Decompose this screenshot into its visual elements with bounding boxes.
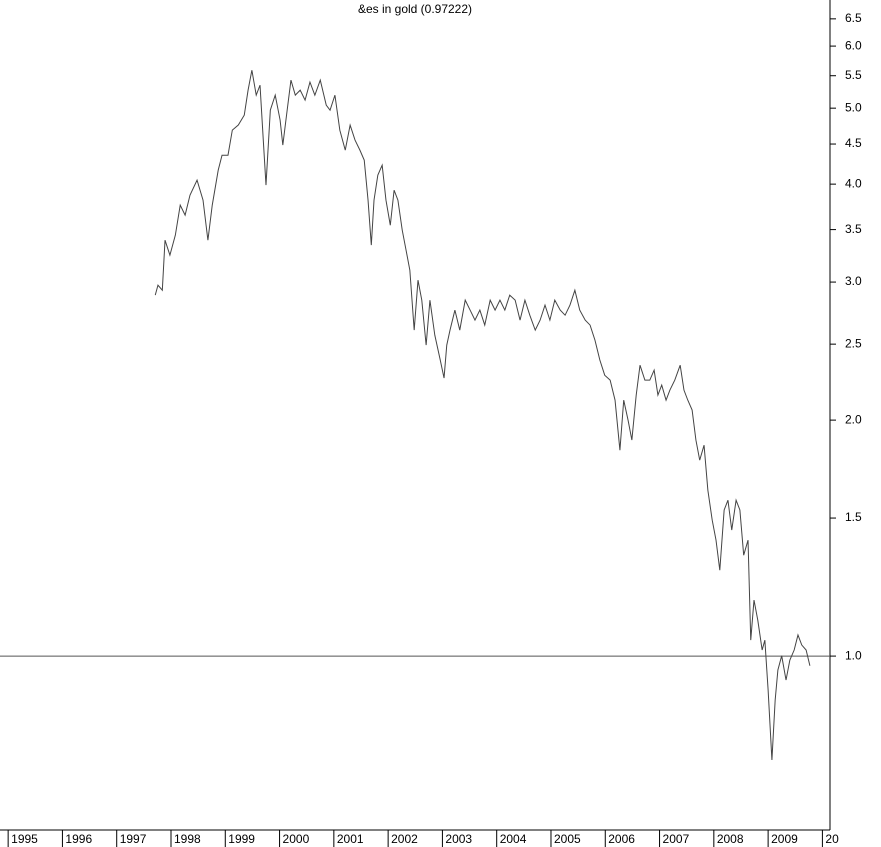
x-tick-label: 2001 [337, 832, 364, 846]
x-tick-label: 2009 [771, 832, 798, 846]
y-tick-label: 4.0 [845, 176, 862, 190]
x-tick-label: 2008 [717, 832, 744, 846]
y-tick-label: 3.0 [845, 274, 862, 288]
y-tick-label: 1.0 [845, 648, 862, 662]
x-tick-label: 1998 [174, 832, 201, 846]
chart-title: &es in gold (0.97222) [358, 2, 472, 16]
data-line [154, 70, 811, 761]
y-tick-label: 2.0 [845, 412, 862, 426]
y-tick-label: 2.5 [845, 336, 862, 350]
y-tick-label: 6.5 [845, 11, 862, 25]
x-tick-label: 1995 [11, 832, 38, 846]
y-tick-label: 6.0 [845, 38, 862, 52]
x-tick-label: 1996 [65, 832, 92, 846]
x-tick-label: 1997 [120, 832, 147, 846]
y-tick-label: 3.5 [845, 222, 862, 236]
x-tick-label: 2007 [663, 832, 690, 846]
x-tick-label: 2000 [283, 832, 310, 846]
x-tick-label: 20 [825, 832, 839, 846]
y-tick-label: 5.5 [845, 68, 862, 82]
x-tick-label: 2002 [391, 832, 418, 846]
y-tick-label: 1.5 [845, 510, 862, 524]
x-tick-label: 1999 [228, 832, 255, 846]
x-tick-label: 2005 [554, 832, 581, 846]
x-tick-label: 2006 [608, 832, 635, 846]
x-tick-label: 2004 [500, 832, 527, 846]
y-tick-label: 5.0 [845, 100, 862, 114]
y-tick-label: 4.5 [845, 136, 862, 150]
x-tick-label: 2003 [445, 832, 472, 846]
